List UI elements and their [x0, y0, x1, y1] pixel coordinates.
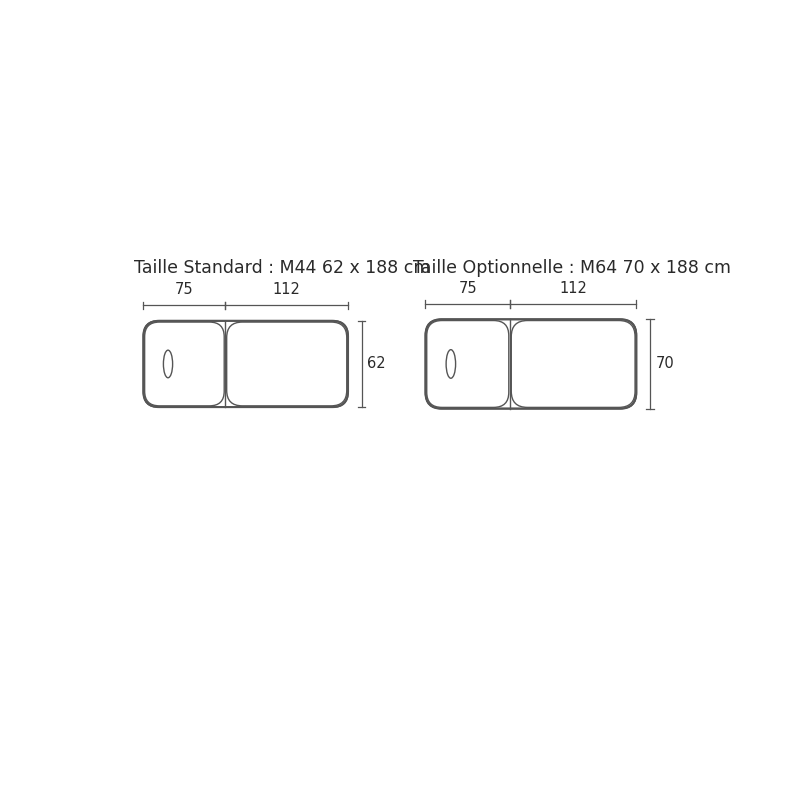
- FancyBboxPatch shape: [143, 321, 348, 407]
- Text: 75: 75: [175, 282, 194, 298]
- Text: 70: 70: [655, 357, 674, 371]
- FancyBboxPatch shape: [426, 319, 636, 409]
- Text: 75: 75: [458, 281, 477, 296]
- Text: 62: 62: [367, 357, 386, 371]
- Text: Taille Standard : M44 62 x 188 cm: Taille Standard : M44 62 x 188 cm: [134, 259, 430, 278]
- Ellipse shape: [163, 350, 173, 378]
- Text: Taille Optionnelle : M64 70 x 188 cm: Taille Optionnelle : M64 70 x 188 cm: [413, 259, 731, 278]
- Text: 112: 112: [559, 281, 587, 296]
- Ellipse shape: [446, 350, 456, 378]
- Text: 112: 112: [273, 282, 301, 298]
